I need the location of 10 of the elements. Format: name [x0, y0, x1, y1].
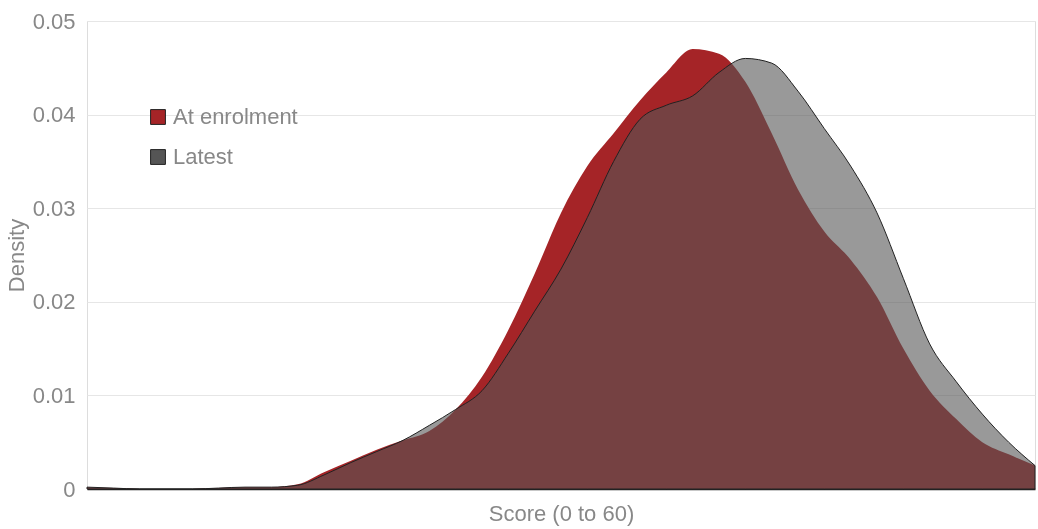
y-tick-label: 0.04: [32, 102, 76, 128]
y-tick-label: 0.05: [32, 8, 76, 34]
y-tick-label: 0.01: [32, 382, 76, 408]
legend-label: At enrolment: [173, 104, 298, 129]
legend-label: Latest: [173, 144, 233, 169]
x-axis-title: Score (0 to 60): [488, 500, 635, 526]
y-axis-title: Density: [3, 218, 29, 293]
y-tick-label: 0.03: [32, 195, 76, 221]
y-tick-label: 0.02: [32, 289, 76, 315]
y-tick-label: 0: [63, 476, 76, 502]
